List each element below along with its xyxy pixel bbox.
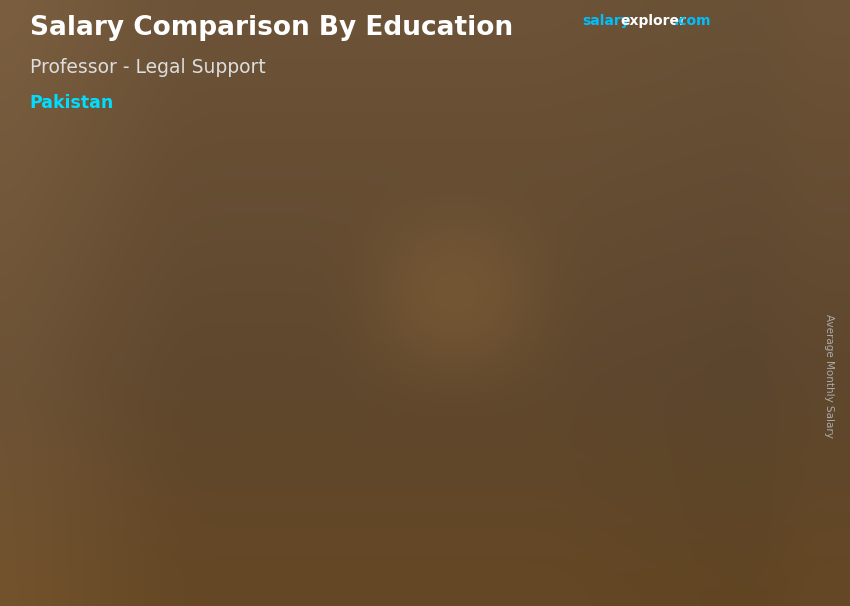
Text: explorer: explorer — [620, 14, 686, 28]
Text: PhD: PhD — [572, 581, 609, 596]
Text: Salary Comparison By Education: Salary Comparison By Education — [30, 15, 513, 41]
Polygon shape — [125, 377, 289, 558]
Polygon shape — [125, 370, 308, 377]
Text: 92,000 PKR: 92,000 PKR — [145, 348, 253, 366]
Bar — [730, 18, 790, 88]
Text: Pakistan: Pakistan — [30, 94, 114, 112]
Text: .com: .com — [674, 14, 711, 28]
Text: Average Monthly Salary: Average Monthly Salary — [824, 314, 834, 438]
Text: Master's Degree: Master's Degree — [142, 581, 291, 596]
Bar — [710, 18, 730, 88]
Polygon shape — [663, 250, 682, 558]
Text: salary: salary — [582, 14, 630, 28]
Text: +64%: +64% — [367, 287, 444, 311]
Polygon shape — [289, 370, 308, 558]
Polygon shape — [499, 261, 663, 558]
Polygon shape — [499, 250, 682, 261]
Text: 151,000 PKR: 151,000 PKR — [626, 232, 745, 250]
Text: Professor - Legal Support: Professor - Legal Support — [30, 58, 265, 76]
